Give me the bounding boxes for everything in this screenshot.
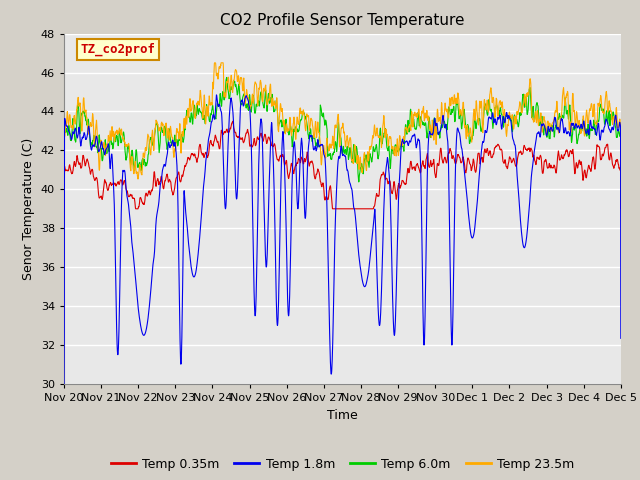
Text: TZ_co2prof: TZ_co2prof — [81, 43, 156, 56]
Y-axis label: Senor Temperature (C): Senor Temperature (C) — [22, 138, 35, 280]
X-axis label: Time: Time — [327, 408, 358, 421]
Title: CO2 Profile Sensor Temperature: CO2 Profile Sensor Temperature — [220, 13, 465, 28]
Legend: Temp 0.35m, Temp 1.8m, Temp 6.0m, Temp 23.5m: Temp 0.35m, Temp 1.8m, Temp 6.0m, Temp 2… — [106, 453, 579, 476]
